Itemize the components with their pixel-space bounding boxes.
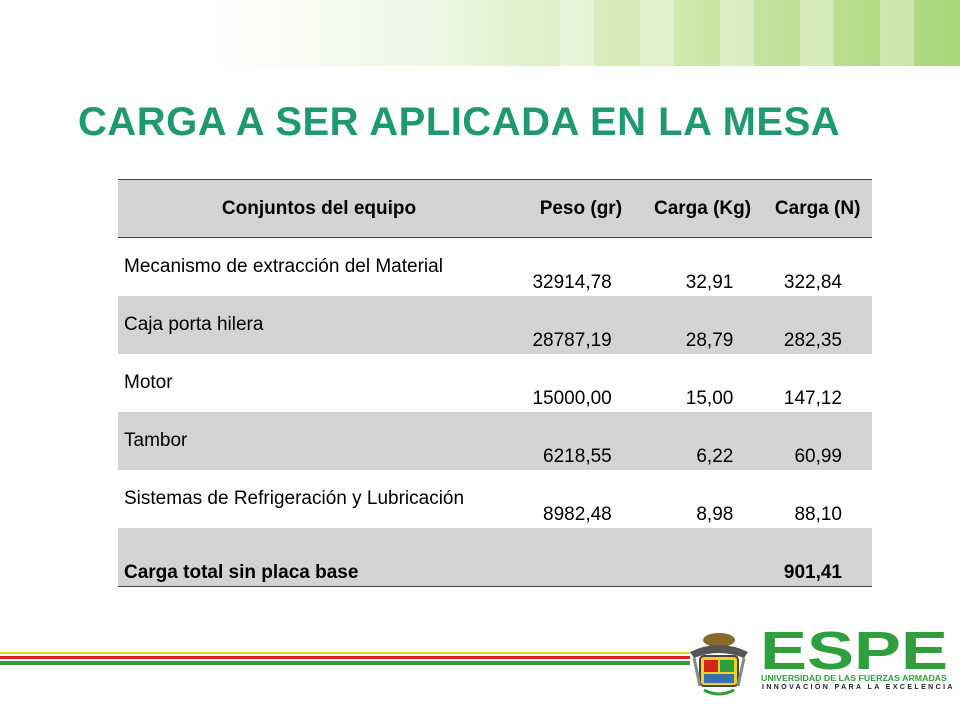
band-stripe (800, 0, 834, 66)
row-name: Mecanismo de extracción del Material (124, 256, 443, 277)
espe-subtitle: UNIVERSIDAD DE LAS FUERZAS ARMADAS (761, 674, 948, 683)
row-kg: 8,98 (696, 504, 734, 525)
table-row: Caja porta hilera 28787,19 28,79 282,35 (118, 296, 872, 354)
row-name: Motor (124, 372, 173, 393)
total-label: Carga total sin placa base (124, 562, 359, 583)
load-table: Conjuntos del equipo Peso (gr) Carga (Kg… (118, 179, 872, 587)
total-value: 901,41 (783, 562, 842, 583)
band-stripe (560, 0, 594, 66)
header-peso: Peso (gr) (520, 179, 642, 238)
table-row: Motor 15000,00 15,00 147,12 (118, 354, 872, 412)
row-peso: 6218,55 (543, 446, 612, 467)
row-peso: 32914,78 (532, 272, 612, 293)
band-stripe (880, 0, 914, 66)
row-n: 60,99 (794, 446, 842, 467)
row-peso: 28787,19 (532, 330, 612, 351)
table-header-row: Conjuntos del equipo Peso (gr) Carga (Kg… (118, 179, 872, 238)
row-n: 88,10 (794, 504, 842, 525)
band-stripe (720, 0, 754, 66)
row-n: 147,12 (783, 388, 842, 409)
header-conjuntos: Conjuntos del equipo (118, 179, 520, 238)
espe-logo: ESPE UNIVERSIDAD DE LAS FUERZAS ARMADAS (760, 625, 948, 683)
table-row: Mecanismo de extracción del Material 329… (118, 238, 872, 297)
band-stripe (640, 0, 674, 66)
row-kg: 6,22 (696, 446, 734, 467)
header-carga-kg: Carga (Kg) (641, 179, 764, 238)
row-peso: 15000,00 (532, 388, 612, 409)
row-name: Caja porta hilera (124, 314, 264, 335)
row-peso: 8982,48 (543, 504, 612, 525)
row-n: 282,35 (783, 330, 842, 351)
espe-logo-text: ESPE (760, 625, 948, 681)
row-name: Sistemas de Refrigeración y Lubricación (124, 488, 465, 509)
university-seal-icon (690, 633, 748, 696)
row-name: Tambor (124, 430, 188, 451)
slide-title: CARGA A SER APLICADA EN LA MESA (78, 100, 841, 144)
row-kg: 28,79 (685, 330, 734, 351)
table-total-row: Carga total sin placa base 901,41 (118, 528, 872, 587)
footer-flag-lines (0, 652, 690, 672)
header-carga-n: Carga (N) (763, 179, 872, 238)
row-kg: 32,91 (685, 272, 734, 293)
row-n: 322,84 (783, 272, 842, 293)
header-band (0, 0, 960, 66)
row-kg: 15,00 (685, 388, 734, 409)
table-row: Sistemas de Refrigeración y Lubricación … (118, 470, 872, 528)
espe-tagline: INNOVACIÓN PARA LA EXCELENCIA (762, 684, 955, 691)
table-row: Tambor 6218,55 6,22 60,99 (118, 412, 872, 470)
